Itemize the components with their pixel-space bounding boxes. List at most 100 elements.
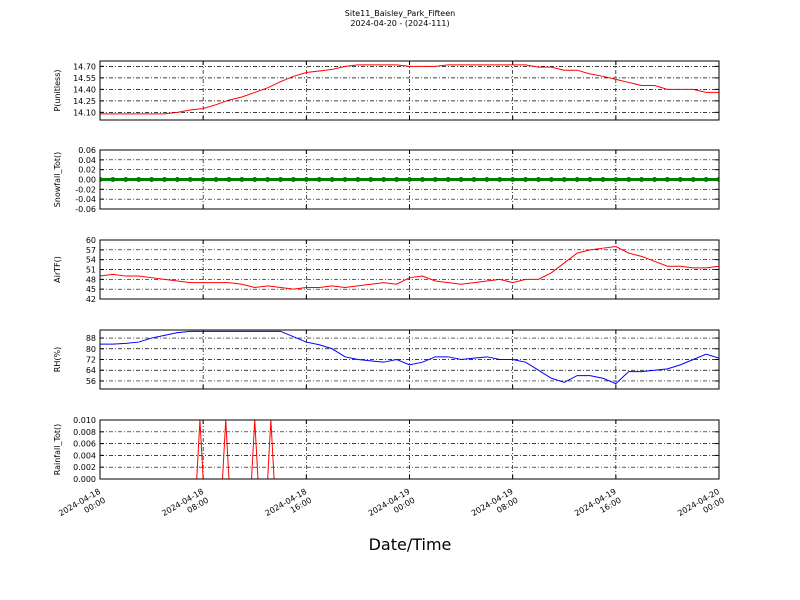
data-point (613, 177, 619, 182)
y-tick-label: 51 (86, 266, 96, 275)
y-tick-label: 64 (86, 366, 96, 375)
y-axis-label: P(unitless) (53, 69, 62, 111)
series (100, 177, 719, 182)
data-point (626, 177, 632, 182)
y-tick-label: 0.002 (73, 463, 96, 472)
y-tick-label: 60 (86, 236, 96, 245)
data-point (510, 177, 516, 182)
y-tick-label: 0.06 (78, 146, 96, 155)
data-point (368, 177, 374, 182)
y-tick-label: 0.006 (73, 440, 96, 449)
data-point (252, 177, 258, 182)
data-point (200, 177, 206, 182)
y-axis-label: RH(%) (53, 347, 62, 372)
y-axis-label: Rainfall_Tot() (53, 424, 62, 476)
data-point (523, 177, 529, 182)
y-tick-label: 0.04 (78, 156, 96, 165)
data-point (329, 177, 335, 182)
data-point (432, 177, 438, 182)
y-tick-label: 42 (86, 295, 96, 304)
x-tick-label: 2024-04-1816:00 (264, 487, 314, 527)
plot-frame (99, 419, 720, 480)
data-point (652, 177, 658, 182)
data-line (100, 64, 719, 115)
data-point (703, 177, 709, 182)
plot-frame (99, 149, 720, 210)
data-point (110, 177, 116, 182)
series (100, 64, 719, 115)
y-tick-label: 56 (86, 377, 96, 386)
y-tick-label: 0.004 (73, 451, 96, 460)
data-point (278, 177, 284, 182)
data-point (149, 177, 155, 182)
y-tick-label: 0.000 (73, 475, 96, 484)
data-point (316, 177, 322, 182)
data-point (561, 177, 567, 182)
y-tick-label: -0.02 (75, 185, 96, 194)
y-tick-label: 54 (86, 256, 96, 265)
x-axis-label: Date/Time (369, 535, 452, 554)
y-tick-label: 45 (86, 285, 96, 294)
data-point (394, 177, 400, 182)
data-line (100, 420, 719, 479)
x-tick-label: 2024-04-1916:00 (573, 487, 623, 527)
y-tick-label: 14.70 (73, 62, 96, 71)
data-point (136, 177, 142, 182)
data-point (690, 177, 696, 182)
plot-frame (99, 329, 720, 390)
y-tick-label: 14.55 (73, 74, 96, 83)
data-line (100, 246, 719, 290)
data-point (484, 177, 490, 182)
data-point (100, 177, 103, 182)
data-point (355, 177, 361, 182)
x-tick-label: 2024-04-1800:00 (57, 487, 107, 527)
data-point (471, 177, 477, 182)
series (100, 246, 719, 290)
data-point (381, 177, 387, 182)
data-point (497, 177, 503, 182)
data-point (535, 177, 541, 182)
data-point (677, 177, 683, 182)
data-point (458, 177, 464, 182)
data-point (174, 177, 180, 182)
x-tick-label: 2024-04-2000:00 (676, 487, 726, 527)
data-point (716, 177, 719, 182)
data-point (303, 177, 309, 182)
series (100, 420, 719, 479)
data-point (639, 177, 645, 182)
y-axis-label: AirTF() (53, 256, 62, 283)
data-point (664, 177, 670, 182)
y-tick-label: 57 (86, 246, 96, 255)
data-point (600, 177, 606, 182)
x-tick-label: 2024-04-1808:00 (160, 487, 210, 527)
x-tick-label: 2024-04-1908:00 (470, 487, 520, 527)
y-tick-label: 0.008 (73, 428, 96, 437)
data-point (574, 177, 580, 182)
plot-frame (99, 60, 720, 121)
y-tick-label: 14.40 (73, 85, 96, 94)
y-tick-label: 0.02 (78, 166, 96, 175)
y-tick-label: -0.04 (75, 195, 96, 204)
y-tick-label: -0.06 (75, 205, 96, 214)
data-point (419, 177, 425, 182)
y-tick-label: 80 (86, 345, 96, 354)
y-axis-label: Snowfall_Tot() (53, 152, 62, 208)
data-point (226, 177, 232, 182)
data-point (342, 177, 348, 182)
data-line (100, 330, 719, 385)
data-point (407, 177, 412, 182)
data-point (123, 177, 129, 182)
y-tick-label: 14.25 (73, 97, 96, 106)
data-point (213, 177, 219, 182)
y-tick-label: 88 (86, 334, 96, 343)
chart-subtitle: 2024-04-20 - (2024-111) (350, 19, 449, 28)
y-tick-label: 72 (86, 356, 96, 365)
data-point (587, 177, 593, 182)
data-point (265, 177, 271, 182)
y-tick-label: 14.10 (73, 108, 96, 117)
chart-title: Site11_Baisley_Park_Fifteen (345, 9, 455, 18)
data-point (187, 177, 193, 182)
data-point (548, 177, 554, 182)
data-point (161, 177, 167, 182)
